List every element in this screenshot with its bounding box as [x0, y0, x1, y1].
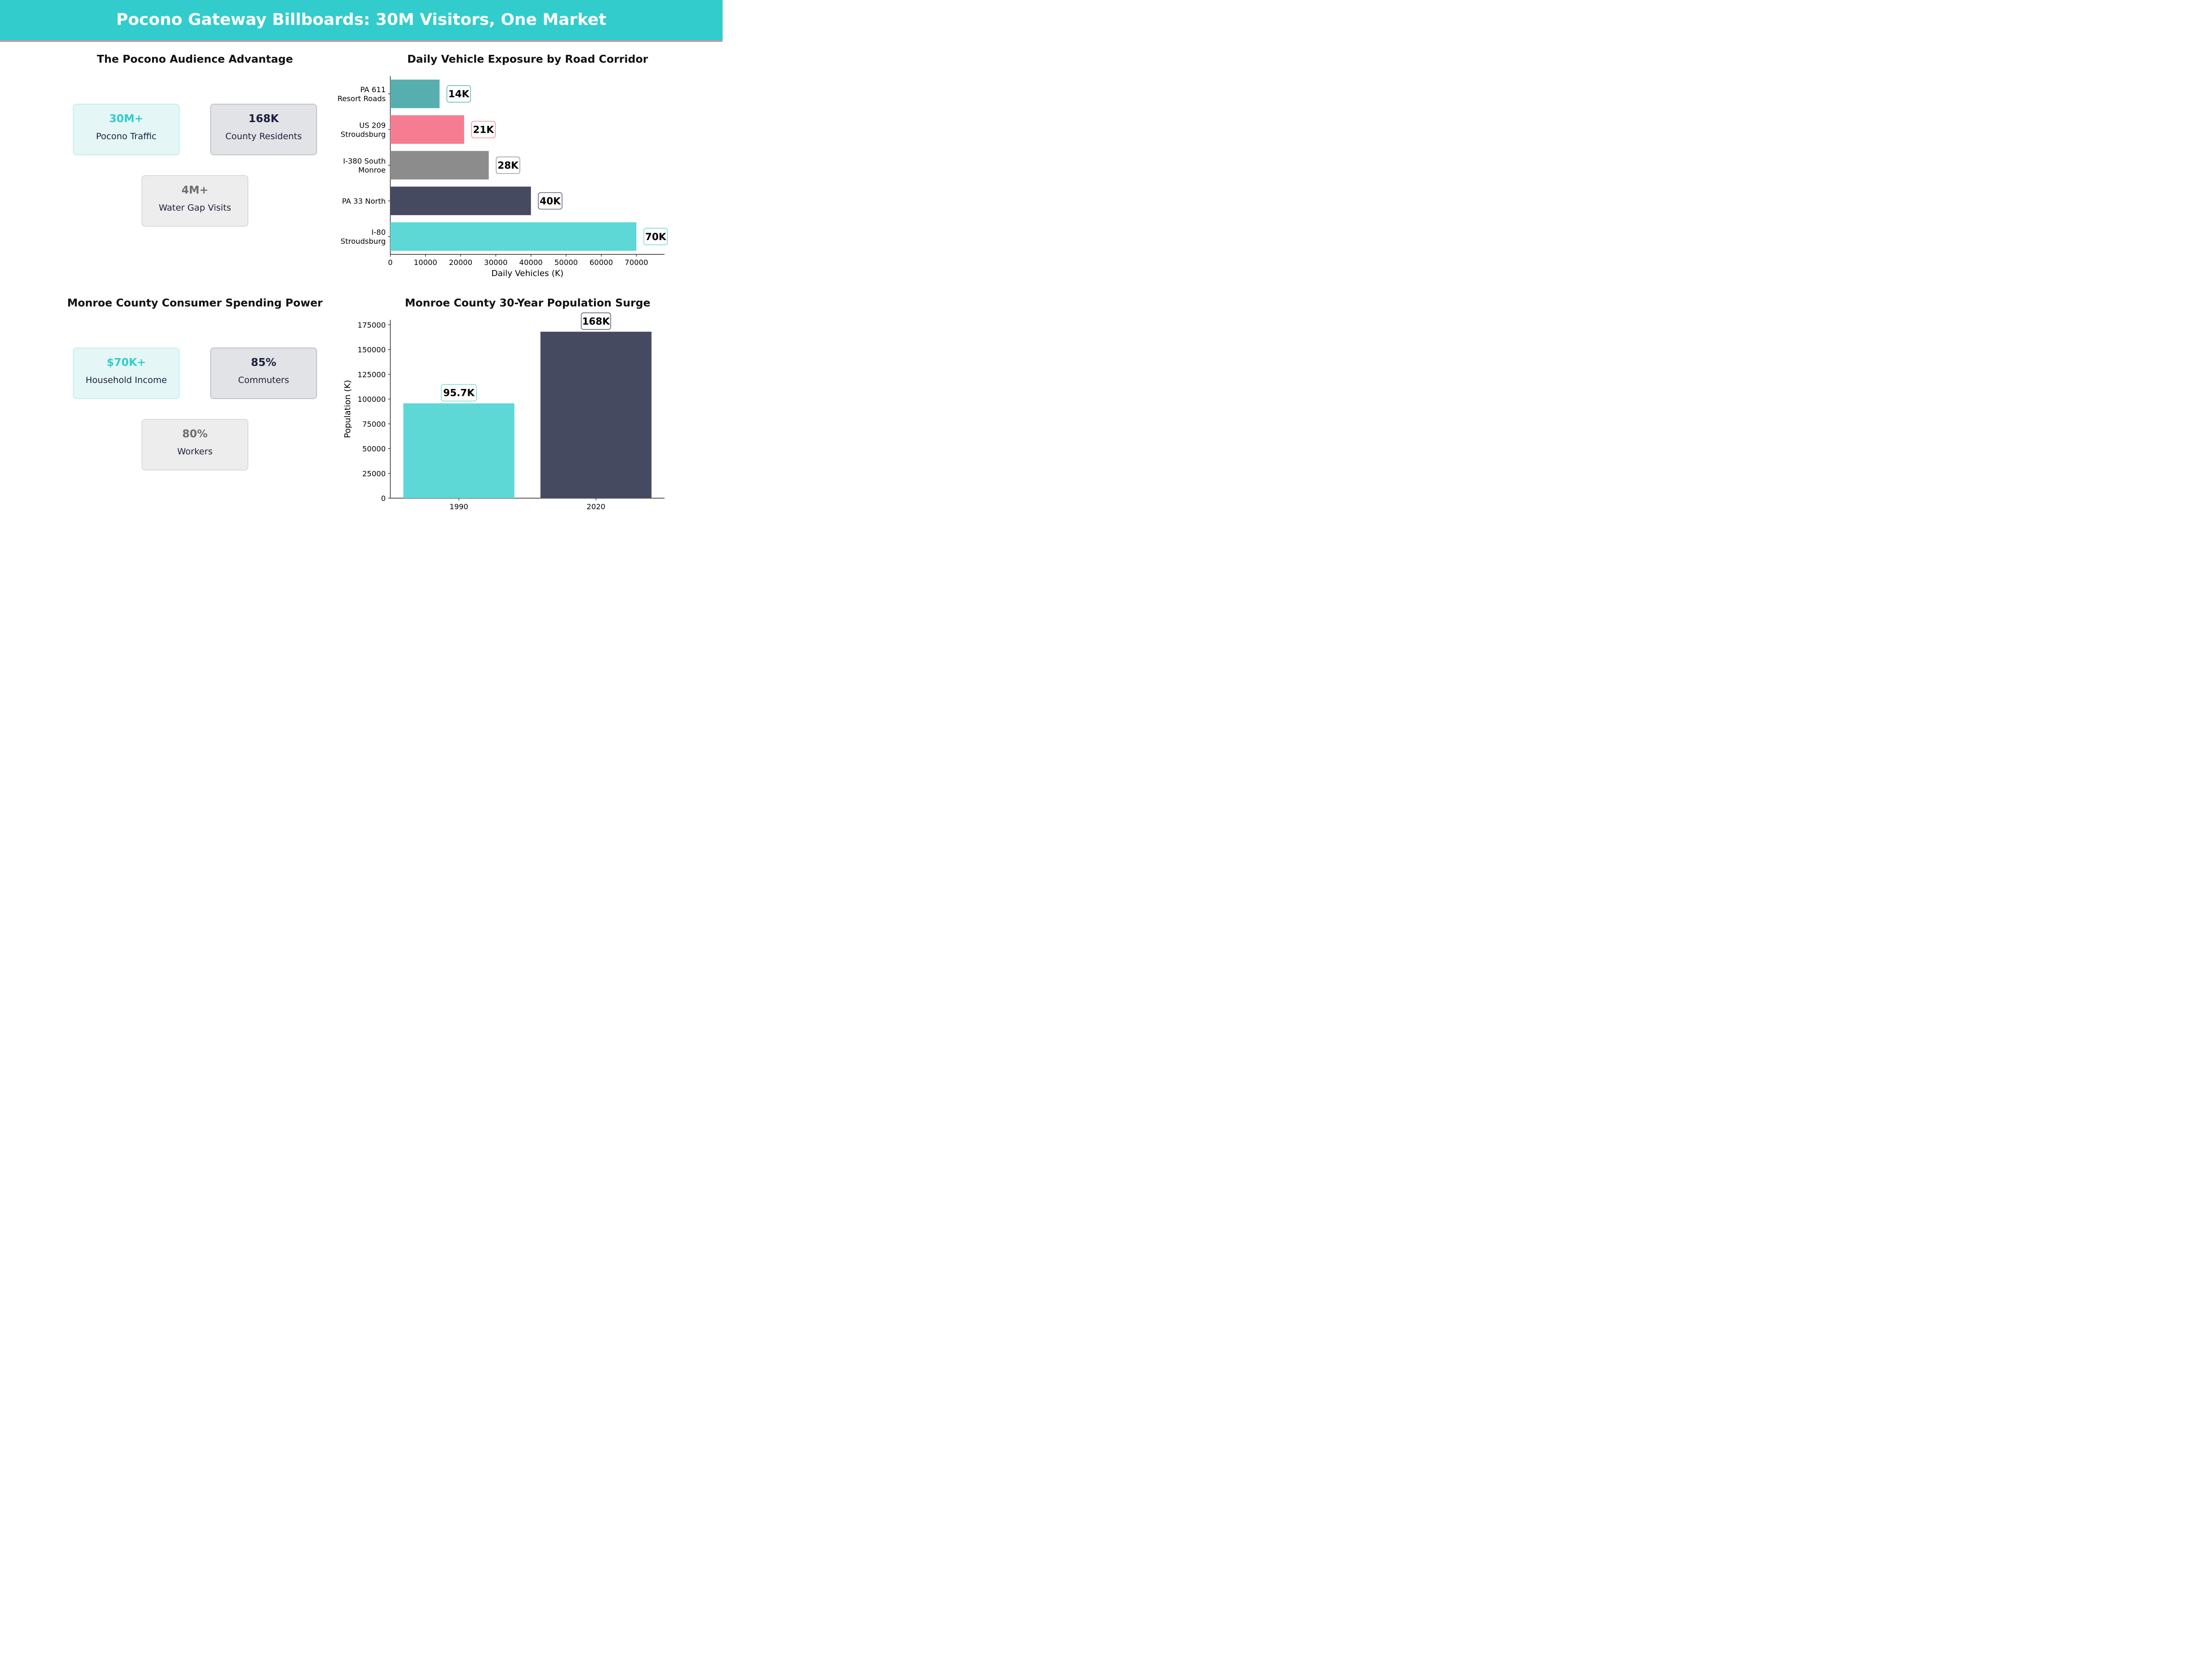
y-tick-label: Stroudsburg — [341, 130, 386, 139]
y-tick-label: 50000 — [362, 445, 386, 453]
data-label: 40K — [540, 195, 561, 206]
data-label-box — [643, 228, 668, 245]
card-value: 168K — [248, 113, 279, 125]
data-label-box — [441, 384, 477, 401]
y-axis-label: Population (K) — [343, 380, 353, 438]
card-label: Household Income — [85, 375, 167, 385]
population-bar-chart: 1990 95.7K 2020 168K 0 25000 50000 75000 100000 1… — [343, 312, 665, 511]
bar — [403, 403, 515, 498]
header-banner: Pocono Gateway Billboards: 30M Visitors,… — [0, 0, 723, 42]
y-tick-label: I-80 — [371, 228, 386, 237]
card-label: Pocono Traffic — [96, 131, 157, 141]
audience-panel-title: The Pocono Audience Advantage — [97, 53, 293, 65]
data-label: 168K — [582, 316, 610, 327]
data-label: 21K — [473, 124, 494, 135]
data-label-box — [581, 312, 611, 330]
card-value: 30M+ — [109, 113, 144, 125]
y-tick-label: Resort Roads — [337, 94, 386, 103]
y-tick-label: 100000 — [358, 395, 386, 404]
card-value: 85% — [251, 357, 276, 369]
y-tick-label: PA 611 — [360, 85, 386, 94]
spending-card-commuters: 85% Commuters — [210, 347, 317, 399]
data-label-box — [538, 192, 563, 210]
y-tick-label: 125000 — [358, 370, 386, 379]
bar — [390, 151, 489, 180]
x-tick-label: 60000 — [589, 258, 613, 267]
data-label-box — [447, 85, 471, 103]
spending-card-workers: 80% Workers — [141, 419, 248, 471]
x-tick-label: 2020 — [587, 502, 606, 511]
x-tick-label: 0 — [388, 258, 393, 267]
data-label: 28K — [498, 160, 519, 171]
y-tick-label: 150000 — [358, 346, 386, 354]
y-tick-label: 25000 — [362, 469, 386, 478]
card-label: Commuters — [238, 375, 289, 385]
x-tick-label: 20000 — [449, 258, 472, 267]
y-tick-label: PA 33 North — [342, 197, 386, 206]
data-label-box — [495, 156, 520, 174]
card-label: County Residents — [225, 131, 302, 141]
x-tick-label: 10000 — [414, 258, 437, 267]
data-label: 14K — [448, 88, 470, 100]
x-tick-label: 30000 — [484, 258, 507, 267]
bar — [540, 331, 652, 498]
x-tick-label: 40000 — [519, 258, 543, 267]
x-tick-label: 1990 — [449, 502, 468, 511]
x-tick-label: 50000 — [554, 258, 578, 267]
y-tick-label: US 209 — [359, 121, 386, 129]
bar — [390, 186, 531, 215]
y-tick-label: 175000 — [358, 321, 386, 329]
bar — [390, 79, 440, 108]
y-tick-label: Stroudsburg — [341, 237, 386, 246]
corridor-chart-title: Daily Vehicle Exposure by Road Corridor — [407, 53, 648, 65]
page-title: Pocono Gateway Billboards: 30M Visitors,… — [116, 11, 606, 29]
card-label: Workers — [177, 447, 213, 457]
y-tick-label: 0 — [381, 494, 386, 503]
card-value: 80% — [182, 428, 208, 440]
population-chart-title: Monroe County 30-Year Population Surge — [405, 297, 651, 309]
y-tick-label: Monroe — [358, 165, 386, 174]
audience-card-pocono-traffic: 30M+ Pocono Traffic — [73, 104, 180, 155]
x-tick-label: 70000 — [625, 258, 648, 267]
card-label: Water Gap Visits — [159, 203, 231, 213]
card-value: 4M+ — [181, 184, 209, 196]
data-label: 95.7K — [443, 388, 475, 399]
spending-panel-title: Monroe County Consumer Spending Power — [67, 297, 323, 309]
bar — [390, 222, 636, 251]
y-tick-label: 75000 — [362, 420, 386, 429]
audience-card-water-gap-visits: 4M+ Water Gap Visits — [141, 175, 248, 227]
spending-card-household-income: $70K+ Household Income — [73, 347, 180, 399]
data-label: 70K — [645, 231, 666, 242]
y-tick-label: I-380 South — [343, 157, 386, 165]
bar — [390, 115, 465, 144]
audience-card-county-residents: 168K County Residents — [210, 104, 317, 155]
x-axis-label: Daily Vehicles (K) — [491, 269, 564, 278]
data-label-box — [471, 121, 496, 138]
card-value: $70K+ — [106, 357, 146, 369]
